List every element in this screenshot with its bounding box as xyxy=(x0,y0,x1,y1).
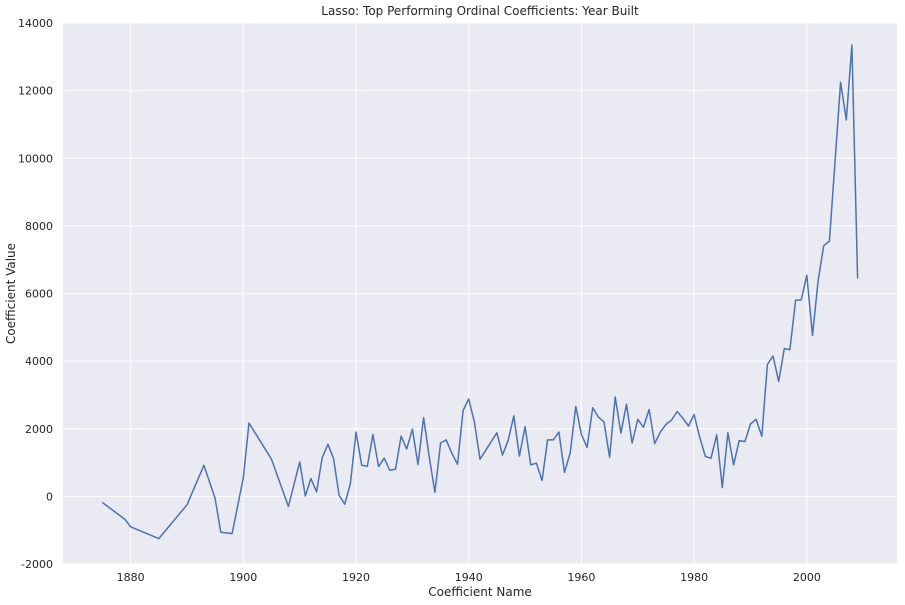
y-tick-label: 6000 xyxy=(25,288,53,301)
x-axis-ticks: 1880 1900 1920 1940 1960 1980 2000 xyxy=(117,571,821,584)
y-tick-label: 12000 xyxy=(18,85,53,98)
x-tick-label: 1980 xyxy=(680,571,708,584)
x-tick-label: 1920 xyxy=(342,571,370,584)
y-axis-title: Coefficient Value xyxy=(4,243,18,344)
y-axis-ticks: -2000 0 2000 4000 6000 8000 10000 12000 14000 xyxy=(18,17,53,571)
y-tick-label: 0 xyxy=(46,490,53,503)
x-axis-title: Coefficient Name xyxy=(428,585,532,599)
y-tick-label: 8000 xyxy=(25,220,53,233)
y-tick-label: 14000 xyxy=(18,17,53,30)
x-tick-label: 2000 xyxy=(793,571,821,584)
chart-title: Lasso: Top Performing Ordinal Coefficien… xyxy=(321,4,639,18)
x-tick-label: 1880 xyxy=(117,571,145,584)
y-tick-label: -2000 xyxy=(21,558,53,571)
series-group xyxy=(101,44,859,540)
x-tick-label: 1940 xyxy=(455,571,483,584)
series-line xyxy=(101,44,859,540)
y-tick-label: 10000 xyxy=(18,152,53,165)
y-tick-label: 4000 xyxy=(25,355,53,368)
y-tick-label: 2000 xyxy=(25,423,53,436)
x-tick-label: 1900 xyxy=(229,571,257,584)
x-tick-label: 1960 xyxy=(567,571,595,584)
